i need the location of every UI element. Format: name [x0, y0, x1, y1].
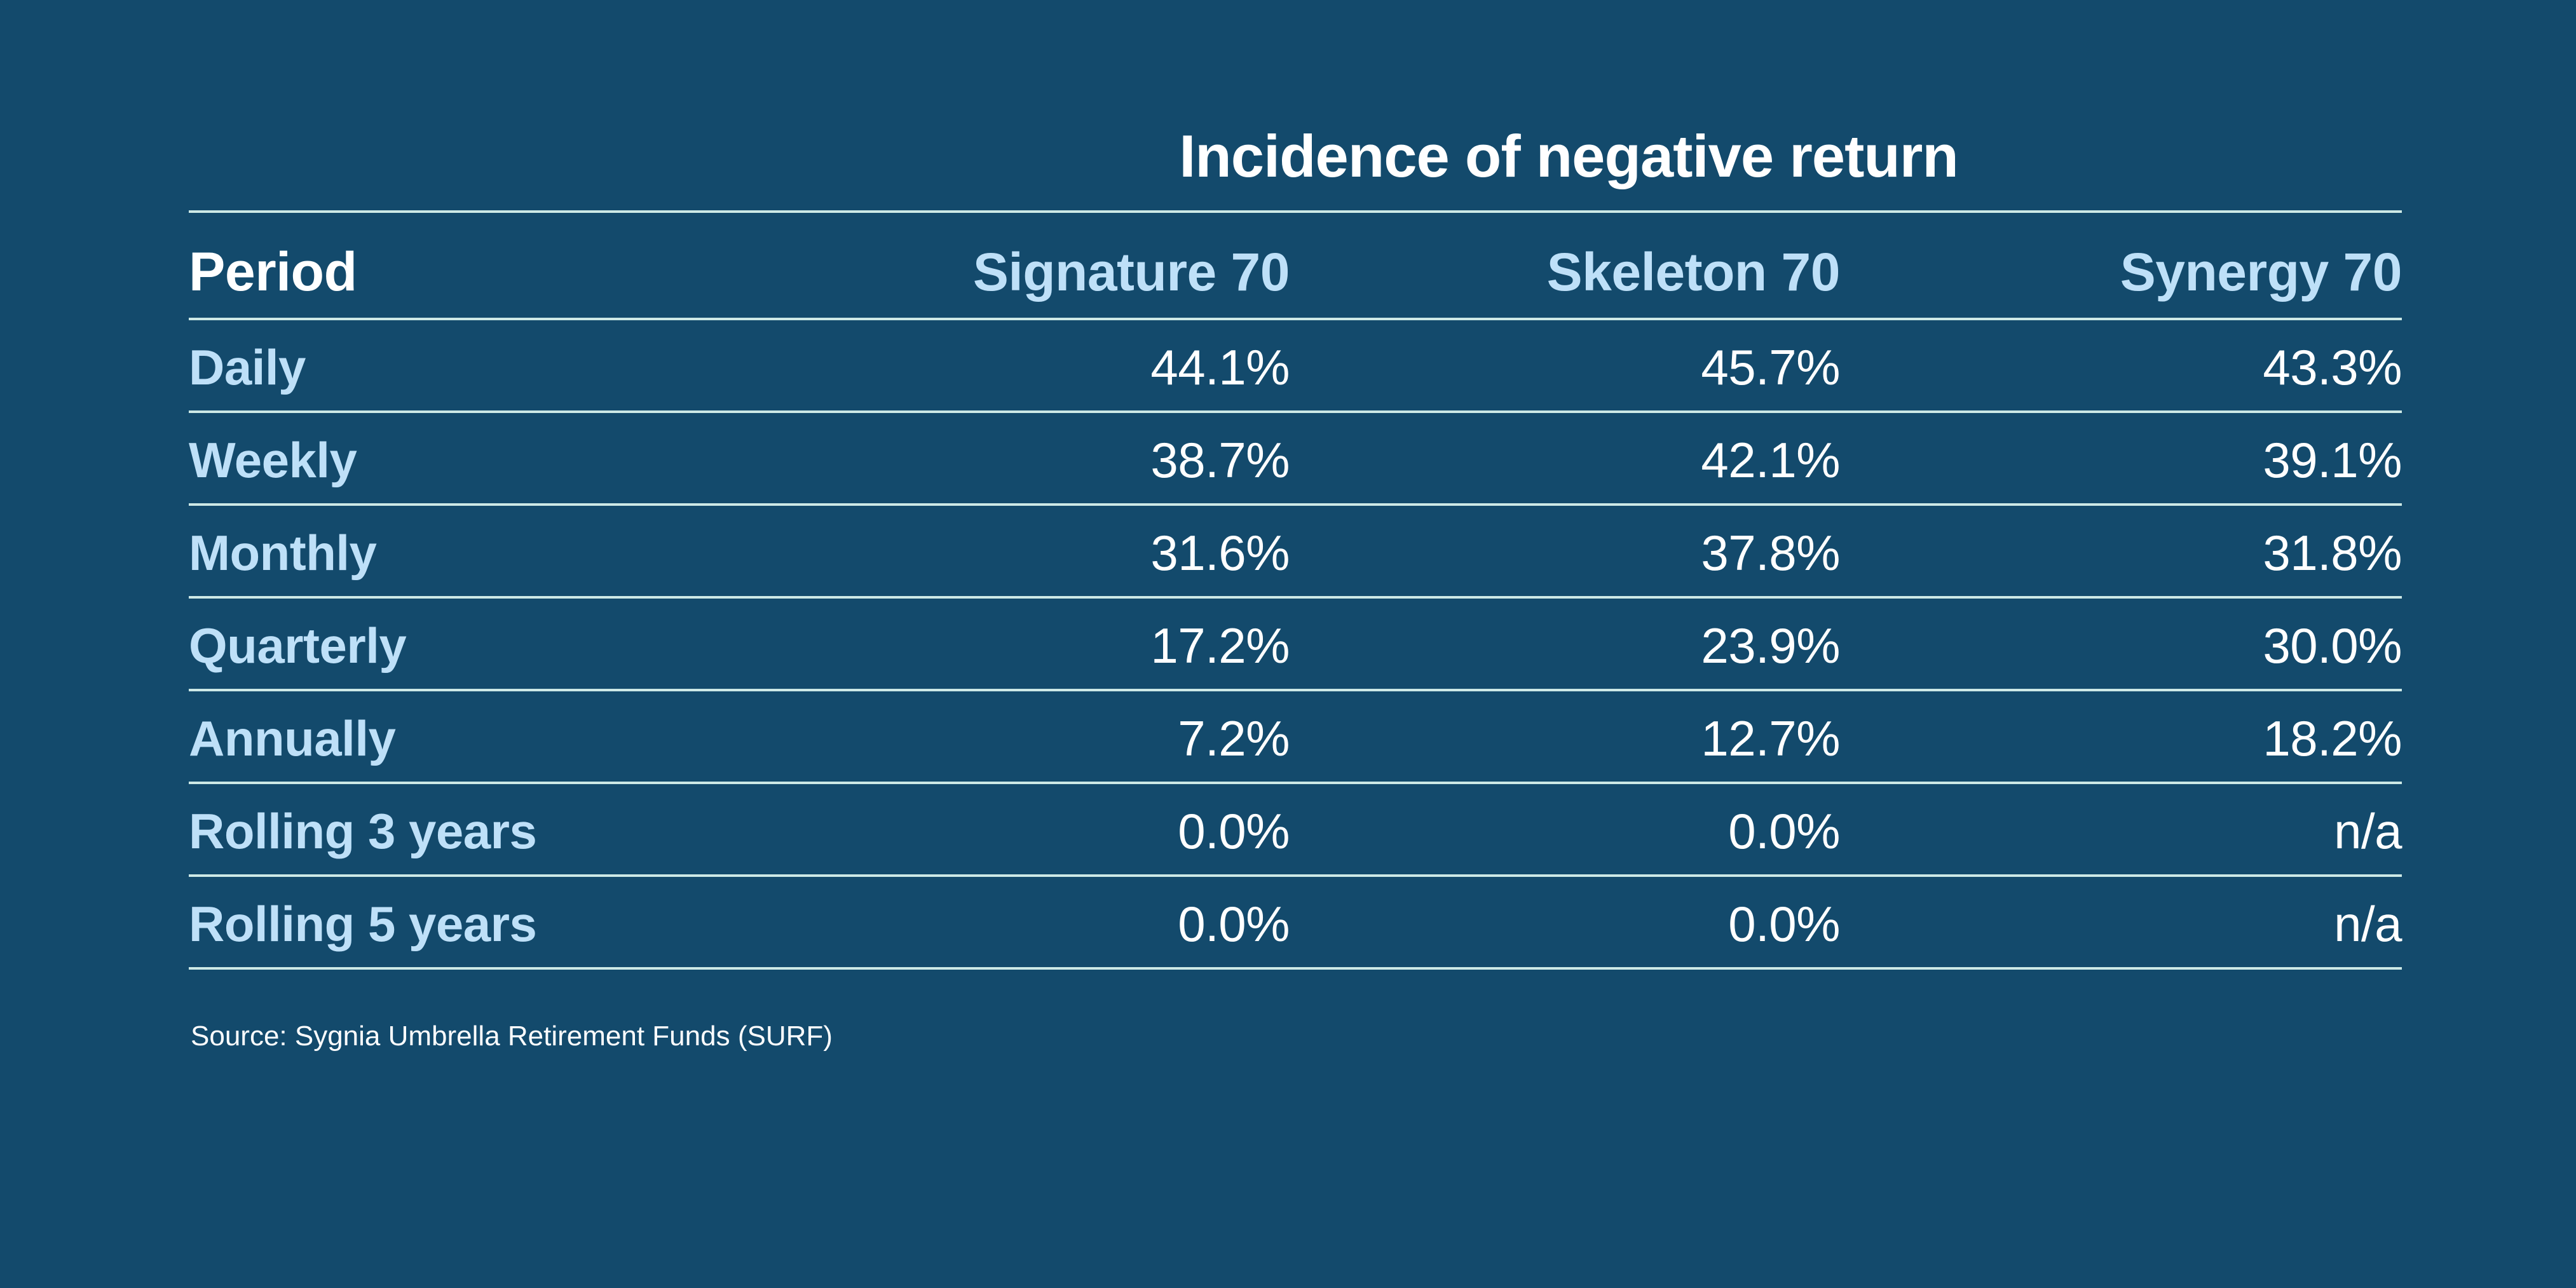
- cell-value: 39.1%: [2263, 432, 2402, 488]
- table-row: Monthly 31.6% 37.8% 31.8%: [189, 506, 2402, 599]
- row-label: Quarterly: [189, 618, 407, 674]
- cell-value: n/a: [2334, 896, 2402, 952]
- row-label: Rolling 5 years: [189, 896, 537, 952]
- table-row: Weekly 38.7% 42.1% 39.1%: [189, 413, 2402, 506]
- table-header-row: Period Signature 70 Skeleton 70 Synergy 70: [189, 213, 2402, 320]
- cell-value: 0.0%: [1728, 896, 1840, 952]
- cell-value: 17.2%: [1150, 618, 1290, 674]
- cell-value: 7.2%: [1178, 710, 1290, 766]
- table-row: Rolling 3 years 0.0% 0.0% n/a: [189, 784, 2402, 877]
- cell-value: 43.3%: [2263, 339, 2402, 395]
- period-header: Period: [189, 241, 357, 302]
- table-row: Annually 7.2% 12.7% 18.2%: [189, 691, 2402, 784]
- table-row: Quarterly 17.2% 23.9% 30.0%: [189, 599, 2402, 691]
- cell-value: 42.1%: [1701, 432, 1840, 488]
- cell-value: 31.8%: [2263, 525, 2402, 581]
- table-body: Daily 44.1% 45.7% 43.3% Weekly 38.7% 42.1% 39.1…: [189, 320, 2402, 970]
- cell-value: 23.9%: [1701, 618, 1840, 674]
- cell-value: 30.0%: [2263, 618, 2402, 674]
- cell-value: 31.6%: [1150, 525, 1290, 581]
- table-row: Rolling 5 years 0.0% 0.0% n/a: [189, 877, 2402, 970]
- cell-value: 0.0%: [1178, 896, 1290, 952]
- row-label: Rolling 3 years: [189, 803, 537, 859]
- row-label: Daily: [189, 339, 306, 395]
- cell-value: 38.7%: [1150, 432, 1290, 488]
- row-label: Annually: [189, 710, 396, 766]
- column-header: Skeleton 70: [1546, 241, 1841, 302]
- source-note: Source: Sygnia Umbrella Retirement Funds…: [191, 1020, 833, 1052]
- cell-value: 18.2%: [2263, 710, 2402, 766]
- cell-value: 0.0%: [1178, 803, 1290, 859]
- incidence-table: Period Signature 70 Skeleton 70 Synergy 70 …: [189, 210, 2402, 970]
- column-header: Synergy 70: [2120, 241, 2402, 302]
- column-header: Signature 70: [972, 241, 1290, 302]
- cell-value: n/a: [2334, 803, 2402, 859]
- cell-value: 12.7%: [1701, 710, 1840, 766]
- page-title: Incidence of negative return: [1179, 123, 1959, 189]
- cell-value: 45.7%: [1701, 339, 1840, 395]
- cell-value: 37.8%: [1701, 525, 1840, 581]
- table-row: Daily 44.1% 45.7% 43.3%: [189, 320, 2402, 413]
- cell-value: 0.0%: [1728, 803, 1840, 859]
- row-label: Weekly: [189, 432, 357, 488]
- cell-value: 44.1%: [1150, 339, 1290, 395]
- row-label: Monthly: [189, 525, 377, 581]
